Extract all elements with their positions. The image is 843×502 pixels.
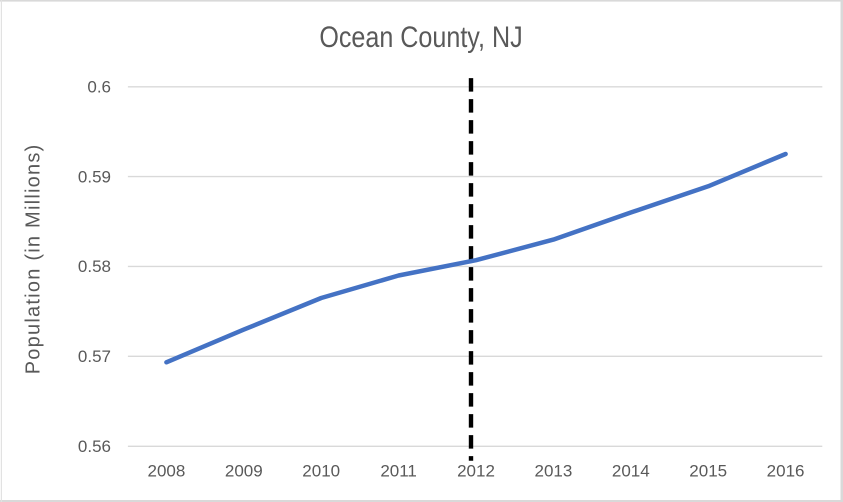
svg-text:2013: 2013 <box>534 462 572 481</box>
svg-text:0.59: 0.59 <box>78 167 111 186</box>
svg-text:0.57: 0.57 <box>78 347 111 366</box>
svg-text:2010: 2010 <box>302 462 340 481</box>
svg-text:Ocean County, NJ: Ocean County, NJ <box>319 21 522 54</box>
svg-text:0.56: 0.56 <box>78 437 111 456</box>
svg-text:2008: 2008 <box>147 462 185 481</box>
svg-text:2009: 2009 <box>225 462 263 481</box>
svg-text:2012: 2012 <box>457 462 495 481</box>
svg-text:2011: 2011 <box>380 462 417 481</box>
svg-text:2015: 2015 <box>689 462 727 481</box>
svg-text:2016: 2016 <box>767 462 805 481</box>
svg-text:2014: 2014 <box>612 462 650 481</box>
svg-text:0.58: 0.58 <box>78 257 111 276</box>
svg-text:0.6: 0.6 <box>87 78 111 97</box>
svg-text:Population (in Millions): Population (in Millions) <box>23 145 45 375</box>
